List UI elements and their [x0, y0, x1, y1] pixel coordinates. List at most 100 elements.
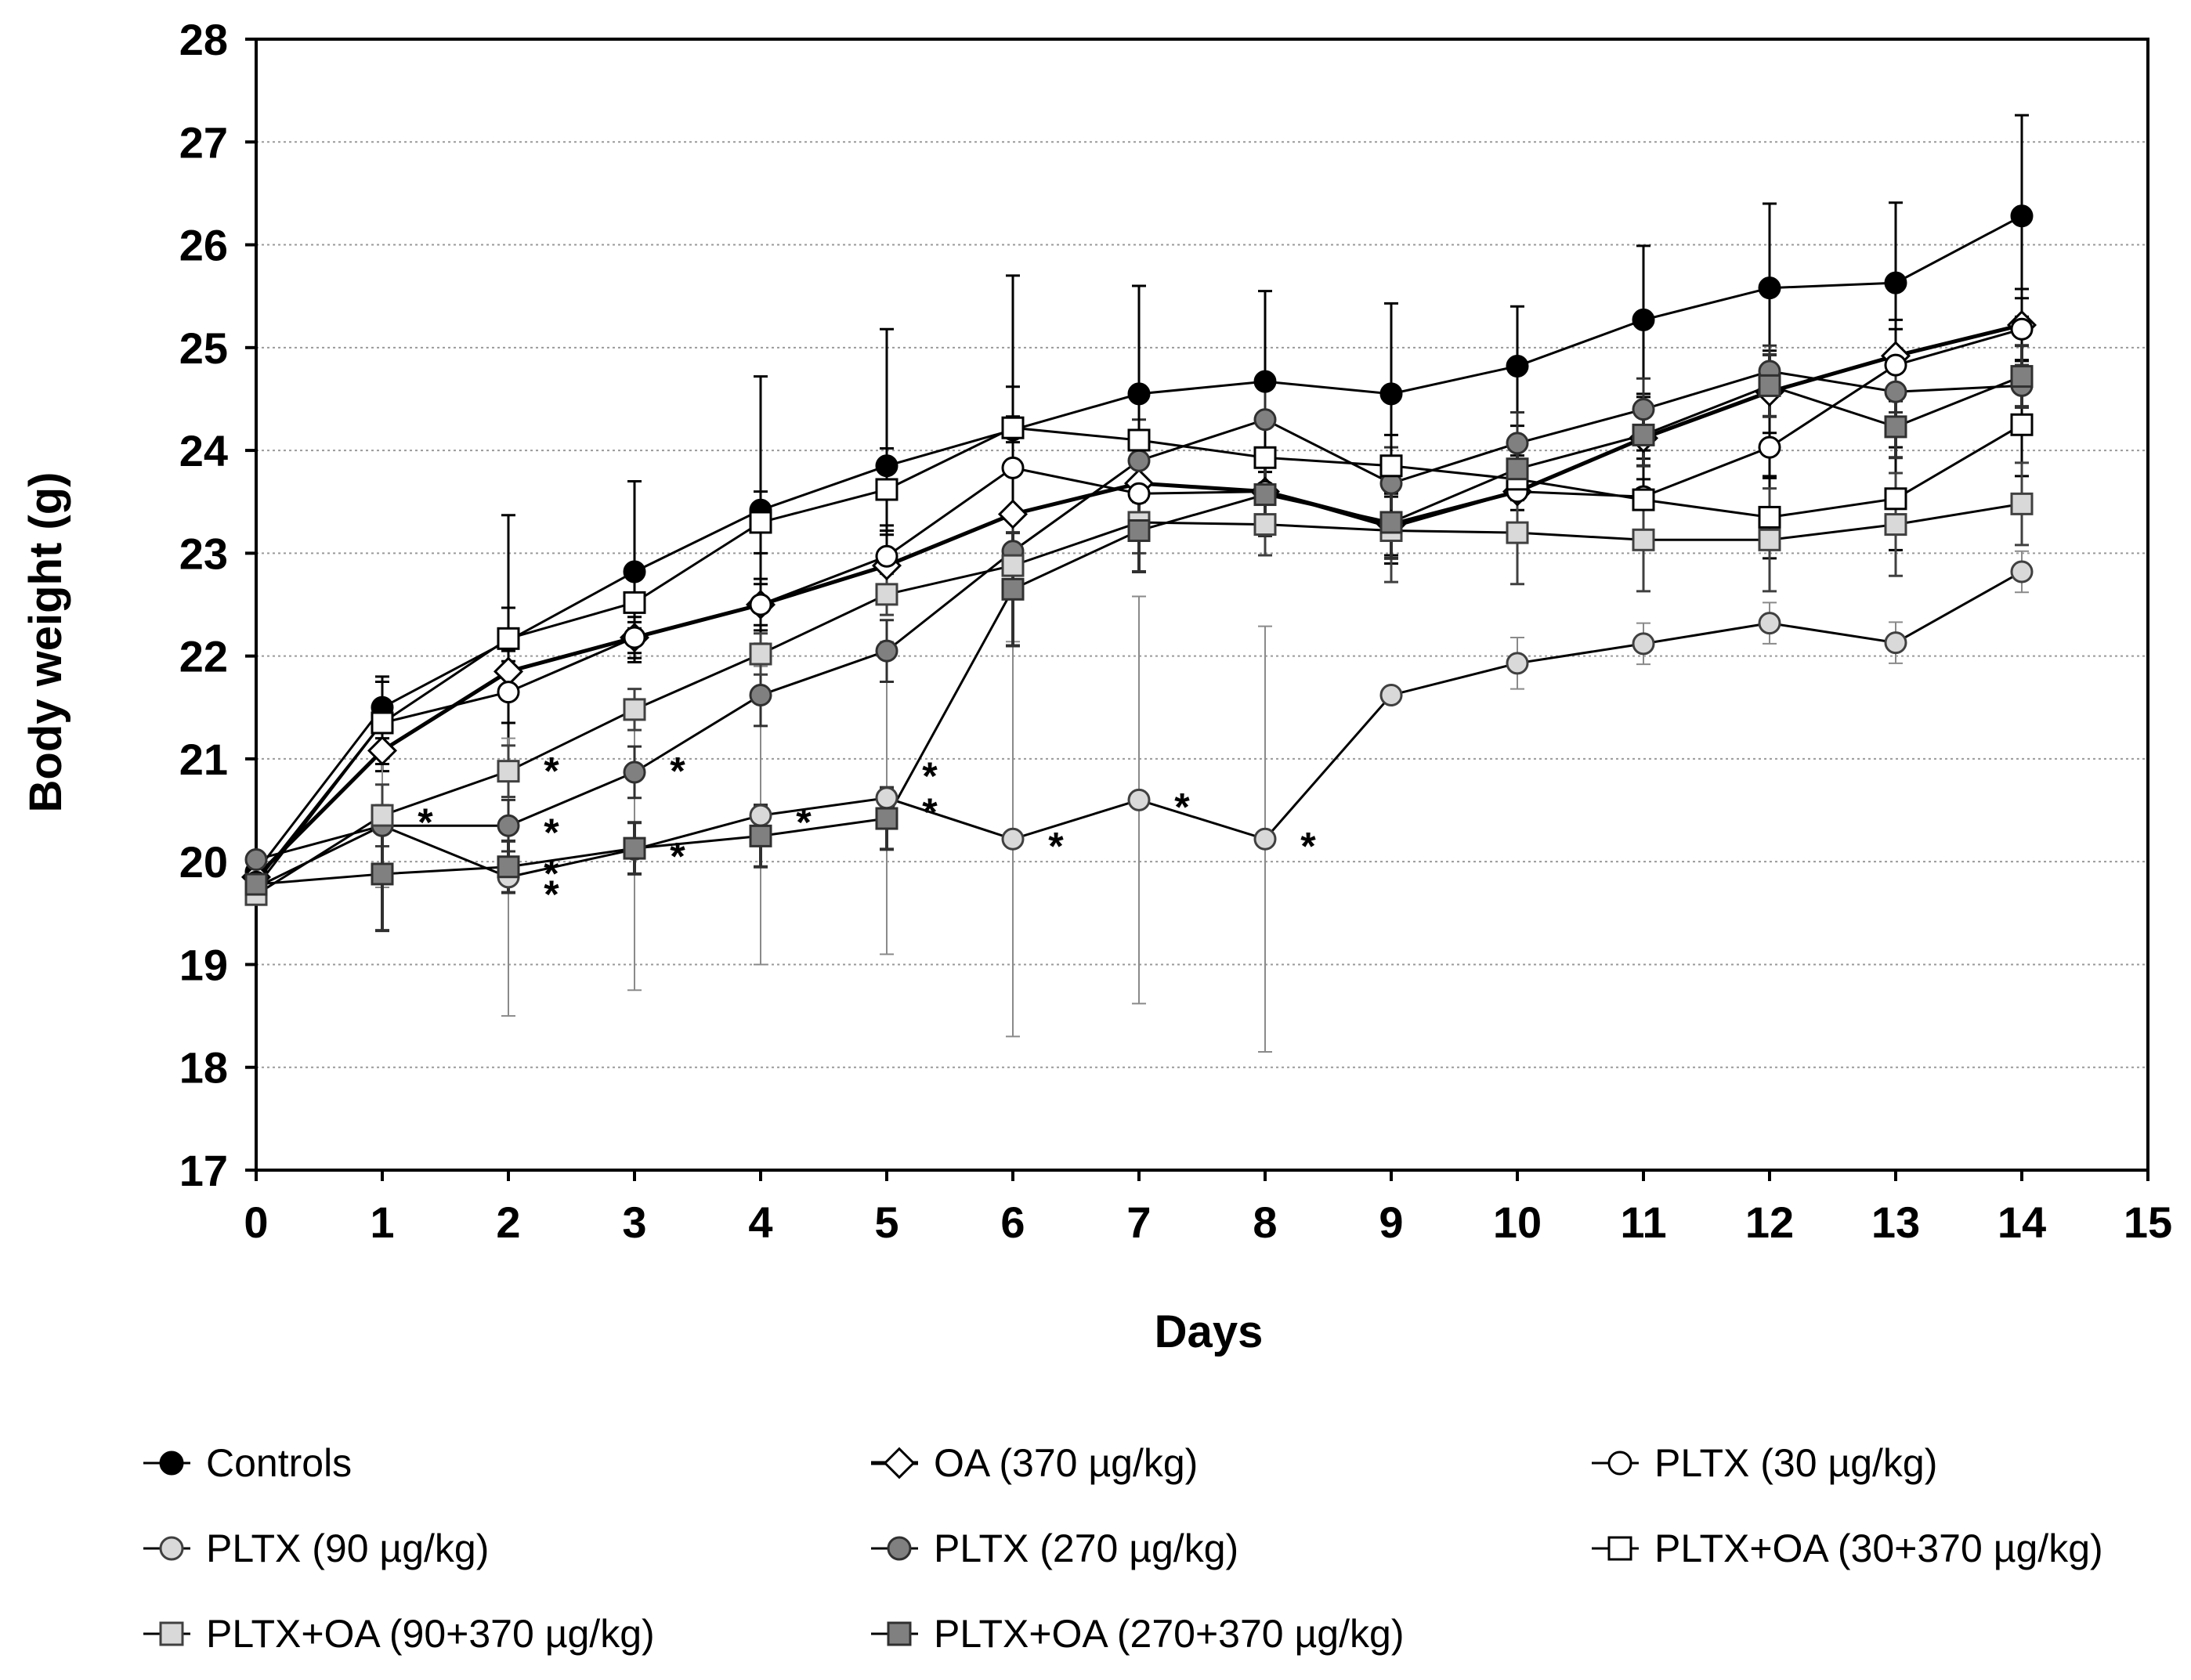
- x-axis-title: Days: [1155, 1306, 1264, 1357]
- data-point: [2010, 204, 2034, 228]
- legend-label: PLTX+OA (90+370 µg/kg): [206, 1612, 655, 1656]
- data-point: [159, 1621, 184, 1646]
- data-point: [367, 735, 398, 766]
- legend: Controls OA (370 µg/kg) PLTX (30 µg/kg) PLT…: [143, 1441, 2103, 1656]
- data-point: [1884, 487, 1907, 511]
- x-tick-label: 6: [1000, 1198, 1025, 1247]
- data-point: [887, 1536, 912, 1561]
- significance-asterisk: *: [1174, 785, 1190, 829]
- x-tick-label: 1: [370, 1198, 394, 1247]
- legend-item: PLTX (30 µg/kg): [1592, 1441, 1937, 1485]
- legend-label: PLTX (270 µg/kg): [934, 1526, 1238, 1570]
- y-tick-label: 25: [179, 323, 228, 373]
- x-tick-label: 8: [1253, 1198, 1277, 1247]
- x-tick-label: 7: [1126, 1198, 1151, 1247]
- y-tick-label: 20: [179, 837, 228, 887]
- data-point: [875, 544, 898, 568]
- data-point: [1758, 435, 1781, 459]
- legend-item: Controls: [143, 1441, 352, 1485]
- legend-item: PLTX (270 µg/kg): [871, 1526, 1238, 1570]
- data-point: [623, 836, 646, 860]
- y-tick-label: 27: [179, 117, 228, 167]
- data-point: [1127, 382, 1151, 406]
- data-point: [1001, 554, 1025, 577]
- data-point: [1127, 788, 1151, 811]
- data-point: [1632, 632, 1655, 656]
- y-tick-label: 19: [179, 940, 228, 989]
- legend-item: PLTX (90 µg/kg): [143, 1526, 489, 1570]
- data-point: [1506, 432, 1529, 455]
- legend-label: PLTX (90 µg/kg): [206, 1526, 489, 1570]
- data-point: [2010, 413, 2034, 436]
- data-point: [1127, 518, 1151, 542]
- data-point: [749, 593, 772, 616]
- data-point: [623, 761, 646, 784]
- data-point: [875, 807, 898, 830]
- legend-label: PLTX+OA (270+370 µg/kg): [934, 1612, 1404, 1656]
- data-point: [623, 591, 646, 614]
- data-point: [623, 626, 646, 649]
- x-tick-label: 3: [622, 1198, 646, 1247]
- data-point: [1506, 457, 1529, 481]
- data-point: [1632, 398, 1655, 421]
- x-tick-label: 14: [1998, 1198, 2046, 1247]
- data-point: [497, 681, 520, 704]
- plot-border: [255, 38, 2149, 1172]
- data-point: [749, 642, 772, 666]
- significance-asterisk: *: [670, 834, 685, 878]
- error-bars: [375, 114, 2029, 1053]
- data-point: [1506, 652, 1529, 675]
- data-point: [497, 627, 520, 650]
- y-tick-label: 22: [179, 632, 228, 681]
- data-point: [159, 1536, 184, 1561]
- significance-asterisk: *: [544, 811, 559, 854]
- legend-item: PLTX+OA (30+370 µg/kg): [1592, 1526, 2103, 1570]
- data-point: [1506, 521, 1529, 544]
- data-point: [1379, 511, 1403, 534]
- data-point: [1001, 577, 1025, 601]
- data-point: [1758, 276, 1781, 300]
- data-point: [1884, 271, 1907, 294]
- y-tick-label: 17: [179, 1146, 228, 1195]
- data-point: [1001, 456, 1025, 479]
- data-point: [1607, 1451, 1632, 1476]
- significance-asterisk: *: [544, 749, 559, 793]
- x-tick-label: 12: [1745, 1198, 1794, 1247]
- y-axis-title: Body weight (g): [20, 472, 71, 813]
- x-tick-label: 0: [244, 1198, 268, 1247]
- data-point: [1379, 684, 1403, 707]
- data-point: [159, 1451, 184, 1476]
- data-point: [1758, 374, 1781, 397]
- legend-item: OA (370 µg/kg): [871, 1441, 1198, 1485]
- data-point: [623, 698, 646, 721]
- data-point: [623, 560, 646, 583]
- data-point: [2010, 317, 2034, 341]
- data-point: [1884, 631, 1907, 655]
- data-point: [1379, 382, 1403, 406]
- significance-asterisk: *: [1300, 824, 1316, 868]
- significance-asterisk: *: [670, 749, 685, 793]
- y-tick-label: 24: [179, 426, 228, 475]
- y-tick-label: 21: [179, 735, 228, 784]
- legend-label: PLTX+OA (30+370 µg/kg): [1654, 1526, 2103, 1570]
- data-point: [1379, 454, 1403, 478]
- y-tick-label: 28: [179, 15, 228, 64]
- data-point: [1884, 380, 1907, 403]
- significance-markers: *************: [418, 749, 1316, 916]
- data-point: [1884, 513, 1907, 537]
- data-point: [1127, 449, 1151, 472]
- data-point: [1253, 446, 1277, 469]
- data-point: [887, 1621, 912, 1646]
- data-point: [497, 855, 520, 879]
- legend-label: OA (370 µg/kg): [934, 1441, 1198, 1485]
- data-point: [371, 862, 394, 886]
- data-point: [875, 639, 898, 663]
- data-point: [1253, 370, 1277, 393]
- data-point: [1632, 488, 1655, 511]
- data-point: [1001, 827, 1025, 851]
- data-point: [1253, 513, 1277, 537]
- data-point: [875, 583, 898, 606]
- data-point: [875, 454, 898, 478]
- data-point: [1758, 612, 1781, 635]
